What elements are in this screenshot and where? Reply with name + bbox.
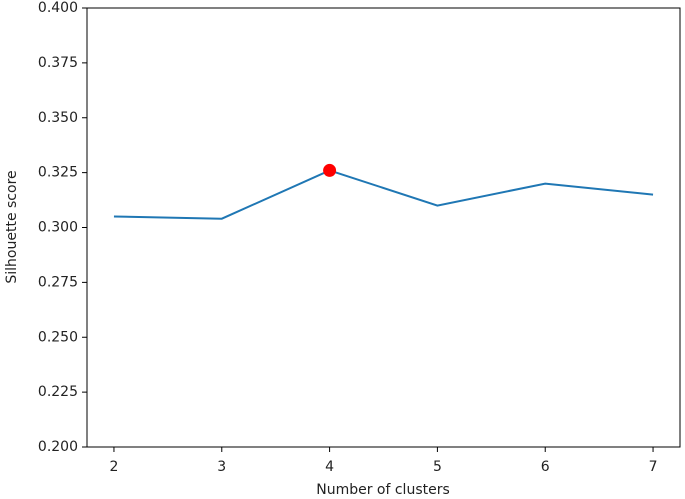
- x-tick-label: 6: [541, 459, 550, 475]
- y-tick-label: 0.250: [38, 329, 78, 345]
- highlight-point: [323, 163, 337, 177]
- y-tick-label: 0.300: [38, 220, 78, 236]
- x-tick-label: 7: [649, 459, 658, 475]
- y-axis-label: Silhouette score: [4, 170, 20, 283]
- y-tick-label: 0.400: [38, 0, 78, 16]
- x-tick-label: 4: [325, 459, 334, 475]
- y-tick-label: 0.275: [38, 274, 78, 290]
- y-tick-label: 0.225: [38, 384, 78, 400]
- y-tick-label: 0.325: [38, 165, 78, 181]
- x-axis-label: Number of clusters: [316, 482, 450, 498]
- x-tick-label: 5: [433, 459, 442, 475]
- data-line: [113, 169, 654, 220]
- x-tick-label: 3: [217, 459, 226, 475]
- y-tick-label: 0.375: [38, 55, 78, 71]
- x-tick-label: 2: [109, 459, 118, 475]
- plot-frame: [86, 7, 681, 448]
- y-tick-label: 0.200: [38, 439, 78, 455]
- y-tick-label: 0.350: [38, 110, 78, 126]
